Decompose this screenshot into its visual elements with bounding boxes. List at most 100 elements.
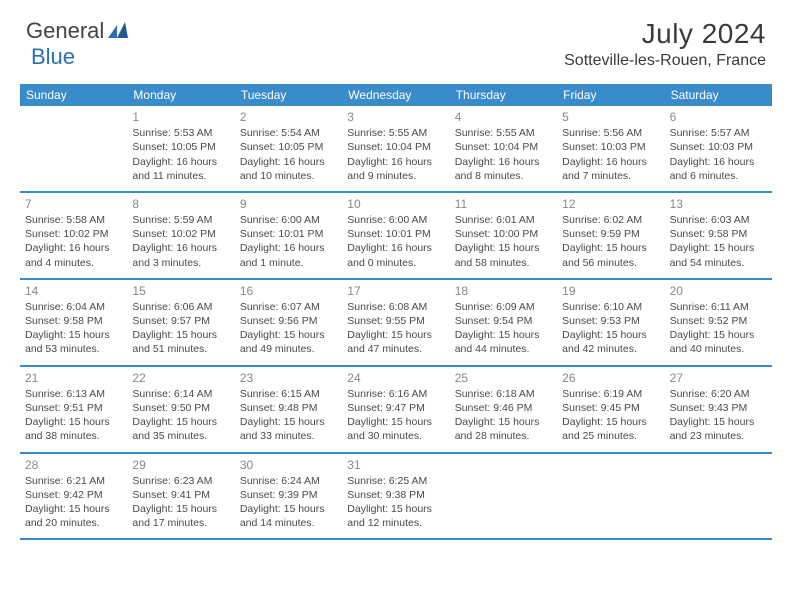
day-cell: 12Sunrise: 6:02 AMSunset: 9:59 PMDayligh… [557,193,664,278]
day-info-line: and 7 minutes. [562,169,659,183]
day-info-line: Sunset: 10:02 PM [132,227,229,241]
week-row: 28Sunrise: 6:21 AMSunset: 9:42 PMDayligh… [20,454,772,541]
day-info-line: Daylight: 16 hours [132,241,229,255]
day-number: 7 [25,196,122,212]
day-number: 14 [25,283,122,299]
day-info-line: Sunrise: 6:21 AM [25,474,122,488]
day-cell [20,106,127,191]
day-info-line: and 35 minutes. [132,429,229,443]
day-info-line: Sunrise: 5:54 AM [240,126,337,140]
day-number: 3 [347,109,444,125]
day-info-line: and 23 minutes. [670,429,767,443]
day-info-line: Sunrise: 6:01 AM [455,213,552,227]
day-info-line: Daylight: 15 hours [240,415,337,429]
day-number: 11 [455,196,552,212]
day-info-line: Sunrise: 6:25 AM [347,474,444,488]
day-info-line: Sunset: 9:51 PM [25,401,122,415]
day-info-line: and 51 minutes. [132,342,229,356]
day-info-line: Sunset: 9:43 PM [670,401,767,415]
day-info-line: Daylight: 16 hours [455,155,552,169]
day-info-line: Daylight: 15 hours [132,328,229,342]
weekday-cell: Wednesday [342,84,449,106]
weekday-cell: Friday [557,84,664,106]
day-info-line: and 14 minutes. [240,516,337,530]
day-info-line: and 20 minutes. [25,516,122,530]
day-info-line: Daylight: 15 hours [347,502,444,516]
day-cell: 16Sunrise: 6:07 AMSunset: 9:56 PMDayligh… [235,280,342,365]
day-info-line: Sunset: 9:50 PM [132,401,229,415]
day-info-line: Sunrise: 6:03 AM [670,213,767,227]
day-cell: 23Sunrise: 6:15 AMSunset: 9:48 PMDayligh… [235,367,342,452]
day-number: 19 [562,283,659,299]
day-info-line: Sunset: 9:56 PM [240,314,337,328]
day-info-line: Daylight: 16 hours [25,241,122,255]
day-cell: 7Sunrise: 5:58 AMSunset: 10:02 PMDayligh… [20,193,127,278]
day-info-line: and 10 minutes. [240,169,337,183]
logo-text-blue: Blue [31,44,75,69]
day-cell [665,454,772,539]
day-info-line: Sunset: 10:01 PM [240,227,337,241]
calendar: SundayMondayTuesdayWednesdayThursdayFrid… [20,84,772,540]
day-cell: 27Sunrise: 6:20 AMSunset: 9:43 PMDayligh… [665,367,772,452]
day-info-line: and 4 minutes. [25,256,122,270]
day-info-line: Sunrise: 6:24 AM [240,474,337,488]
day-info-line: Sunset: 10:00 PM [455,227,552,241]
day-cell: 9Sunrise: 6:00 AMSunset: 10:01 PMDayligh… [235,193,342,278]
day-info-line: and 6 minutes. [670,169,767,183]
weeks-container: 1Sunrise: 5:53 AMSunset: 10:05 PMDayligh… [20,106,772,540]
day-info-line: Sunrise: 5:57 AM [670,126,767,140]
day-info-line: Sunset: 10:03 PM [562,140,659,154]
day-cell [557,454,664,539]
day-info-line: Sunset: 10:05 PM [240,140,337,154]
day-info-line: Sunrise: 6:02 AM [562,213,659,227]
day-info-line: Sunrise: 5:53 AM [132,126,229,140]
day-cell: 18Sunrise: 6:09 AMSunset: 9:54 PMDayligh… [450,280,557,365]
weekday-cell: Monday [127,84,234,106]
day-info-line: Sunrise: 6:10 AM [562,300,659,314]
day-number: 13 [670,196,767,212]
day-info-line: Daylight: 15 hours [132,502,229,516]
day-number: 16 [240,283,337,299]
day-info-line: and 56 minutes. [562,256,659,270]
day-number: 4 [455,109,552,125]
day-info-line: and 38 minutes. [25,429,122,443]
day-info-line: Daylight: 15 hours [670,328,767,342]
day-cell: 4Sunrise: 5:55 AMSunset: 10:04 PMDayligh… [450,106,557,191]
day-number: 25 [455,370,552,386]
day-info-line: Sunset: 9:46 PM [455,401,552,415]
day-info-line: Sunrise: 6:20 AM [670,387,767,401]
day-info-line: Sunrise: 5:55 AM [455,126,552,140]
day-number: 10 [347,196,444,212]
day-number: 31 [347,457,444,473]
logo-text-general: General [26,18,104,44]
day-info-line: and 11 minutes. [132,169,229,183]
day-number: 21 [25,370,122,386]
day-info-line: and 47 minutes. [347,342,444,356]
day-info-line: Sunset: 9:57 PM [132,314,229,328]
day-number: 8 [132,196,229,212]
day-cell: 13Sunrise: 6:03 AMSunset: 9:58 PMDayligh… [665,193,772,278]
day-info-line: Sunset: 10:03 PM [670,140,767,154]
day-cell [450,454,557,539]
day-info-line: Sunrise: 5:55 AM [347,126,444,140]
day-info-line: and 40 minutes. [670,342,767,356]
day-info-line: Sunset: 9:55 PM [347,314,444,328]
day-info-line: Daylight: 15 hours [25,328,122,342]
day-cell: 6Sunrise: 5:57 AMSunset: 10:03 PMDayligh… [665,106,772,191]
header: General July 2024 Sotteville-les-Rouen, … [0,0,792,76]
day-cell: 19Sunrise: 6:10 AMSunset: 9:53 PMDayligh… [557,280,664,365]
day-cell: 30Sunrise: 6:24 AMSunset: 9:39 PMDayligh… [235,454,342,539]
day-cell: 25Sunrise: 6:18 AMSunset: 9:46 PMDayligh… [450,367,557,452]
logo-blue-wrap: Blue [30,44,75,70]
day-cell: 2Sunrise: 5:54 AMSunset: 10:05 PMDayligh… [235,106,342,191]
location-text: Sotteville-les-Rouen, France [564,52,766,70]
day-info-line: Sunrise: 6:09 AM [455,300,552,314]
day-cell: 20Sunrise: 6:11 AMSunset: 9:52 PMDayligh… [665,280,772,365]
day-number: 2 [240,109,337,125]
day-info-line: Daylight: 16 hours [347,155,444,169]
week-row: 1Sunrise: 5:53 AMSunset: 10:05 PMDayligh… [20,106,772,193]
weekday-header-row: SundayMondayTuesdayWednesdayThursdayFrid… [20,84,772,106]
logo-mark-icon [108,20,128,43]
day-info-line: and 3 minutes. [132,256,229,270]
day-cell: 15Sunrise: 6:06 AMSunset: 9:57 PMDayligh… [127,280,234,365]
